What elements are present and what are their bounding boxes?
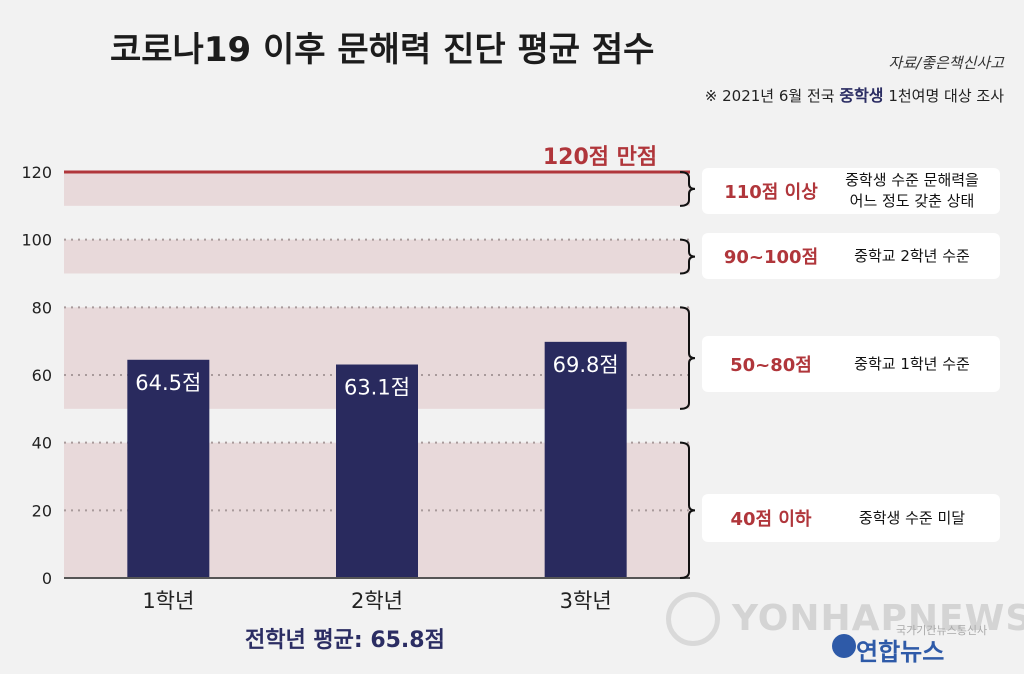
legend-desc: 중학교 2학년 수준 bbox=[854, 246, 970, 265]
score-band bbox=[64, 172, 690, 206]
x-tick-label: 2학년 bbox=[351, 589, 403, 613]
legend-range: 110점 이상 bbox=[724, 182, 818, 203]
y-tick-label: 120 bbox=[21, 163, 52, 182]
y-tick-label: 80 bbox=[32, 298, 52, 317]
legend-item-110: 110점 이상 중학생 수준 문해력을 어느 정도 갖춘 상태 bbox=[702, 168, 1000, 214]
watermark-text: YONHAPNEWS bbox=[732, 598, 1024, 639]
x-tick-label: 1학년 bbox=[142, 589, 194, 613]
max-score-label: 120점 만점 bbox=[543, 145, 657, 170]
bar bbox=[127, 359, 210, 578]
legend-item-90-100: 90~100점 중학교 2학년 수준 bbox=[702, 233, 1000, 279]
bar bbox=[544, 341, 627, 578]
legend-range: 50~80점 bbox=[730, 355, 812, 376]
legend-item-50-80: 50~80점 중학교 1학년 수준 bbox=[702, 336, 1000, 392]
yonhap-logo-icon bbox=[832, 634, 856, 658]
survey-note: ※ 2021년 6월 전국 중학생 1천여명 대상 조사 bbox=[705, 82, 1004, 106]
bar bbox=[336, 364, 418, 578]
overall-average: 전학년 평균: 65.8점 bbox=[245, 628, 445, 653]
watermark: YONHAPNEWS 국가기간뉴스통신사 연합뉴스 bbox=[666, 590, 1024, 670]
y-tick-label: 20 bbox=[32, 501, 52, 520]
legend-item-40: 40점 이하 중학생 수준 미달 bbox=[702, 494, 1000, 542]
score-band bbox=[64, 239, 690, 274]
brace-50-80 bbox=[679, 306, 696, 410]
watermark-logo: 연합뉴스 bbox=[856, 638, 945, 666]
legend-range: 90~100점 bbox=[723, 247, 819, 268]
legend-desc: 중학교 1학년 수준 bbox=[854, 354, 970, 373]
note-highlight: 중학생 bbox=[839, 86, 884, 105]
y-tick-label: 40 bbox=[32, 434, 52, 453]
yonhap-circle-icon bbox=[666, 592, 720, 646]
brace-90-100 bbox=[679, 238, 696, 275]
chart-title: 코로나19 이후 문해력 진단 평균 점수 bbox=[110, 30, 655, 70]
note-suffix: 1천여명 대상 조사 bbox=[888, 87, 1004, 105]
bar-value-label: 63.1점 bbox=[344, 376, 410, 400]
legend-desc-line2: 어느 정도 갖춘 상태 bbox=[849, 192, 975, 210]
x-tick-label: 3학년 bbox=[560, 589, 612, 613]
brace-0-40 bbox=[679, 441, 696, 579]
legend-range: 40점 이하 bbox=[730, 509, 812, 530]
watermark-subtext: 국가기간뉴스통신사 bbox=[896, 624, 988, 637]
y-tick-label: 60 bbox=[32, 366, 52, 385]
y-tick-label: 100 bbox=[21, 231, 52, 250]
legend-desc: 중학생 수준 문해력을 어느 정도 갖춘 상태 bbox=[832, 170, 992, 212]
bar-value-label: 64.5점 bbox=[135, 371, 201, 395]
bar-value-label: 69.8점 bbox=[553, 353, 619, 377]
note-prefix: ※ 2021년 6월 전국 bbox=[704, 87, 835, 105]
legend-desc: 중학생 수준 미달 bbox=[858, 508, 966, 527]
source-label: 자료/좋은책신사고 bbox=[888, 54, 1004, 72]
brace-110 bbox=[679, 171, 696, 207]
legend-desc-line1: 중학생 수준 문해력을 bbox=[845, 171, 979, 189]
y-tick-label: 0 bbox=[42, 569, 52, 588]
